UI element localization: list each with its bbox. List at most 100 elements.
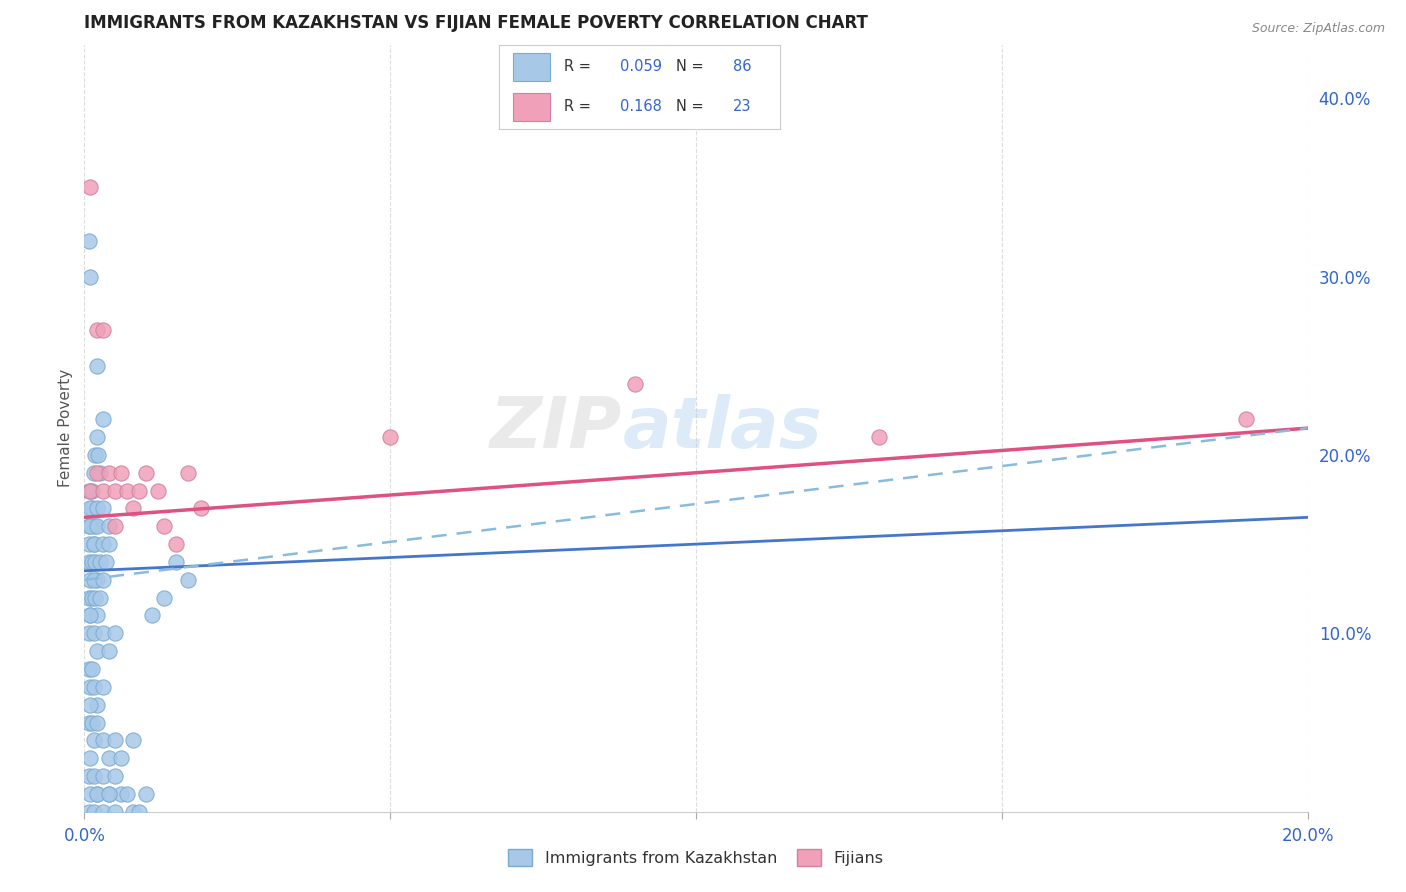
Point bbox=[869, 430, 891, 444]
Point bbox=[79, 519, 101, 533]
Text: IMMIGRANTS FROM KAZAKHSTAN VS FIJIAN FEMALE POVERTY CORRELATION CHART: IMMIGRANTS FROM KAZAKHSTAN VS FIJIAN FEM… bbox=[84, 14, 869, 32]
Point bbox=[128, 805, 150, 819]
Point bbox=[104, 626, 127, 640]
Point bbox=[91, 626, 114, 640]
Point bbox=[190, 501, 212, 516]
Bar bbox=[513, 93, 550, 120]
Point bbox=[80, 501, 103, 516]
Y-axis label: Female Poverty: Female Poverty bbox=[58, 369, 73, 487]
Point bbox=[97, 537, 120, 551]
Point bbox=[135, 787, 157, 801]
Point bbox=[77, 626, 100, 640]
Point bbox=[89, 555, 111, 569]
Point bbox=[87, 448, 110, 462]
Point bbox=[165, 555, 187, 569]
Point bbox=[115, 483, 138, 498]
Point bbox=[91, 573, 114, 587]
Point bbox=[84, 448, 107, 462]
Point bbox=[77, 519, 100, 533]
Point bbox=[89, 591, 111, 605]
Point bbox=[79, 680, 101, 694]
Point bbox=[80, 715, 103, 730]
Point bbox=[97, 787, 120, 801]
Point bbox=[86, 501, 108, 516]
Point bbox=[97, 787, 120, 801]
Point bbox=[91, 805, 114, 819]
Legend: Immigrants from Kazakhstan, Fijians: Immigrants from Kazakhstan, Fijians bbox=[502, 843, 890, 872]
Point bbox=[122, 805, 145, 819]
Point bbox=[77, 555, 100, 569]
Text: ZIP: ZIP bbox=[491, 393, 623, 463]
Point bbox=[80, 591, 103, 605]
Point bbox=[86, 787, 108, 801]
Point bbox=[91, 680, 114, 694]
Point bbox=[77, 662, 100, 676]
Point bbox=[79, 269, 101, 284]
Text: 0.168: 0.168 bbox=[620, 99, 662, 114]
Text: 86: 86 bbox=[733, 59, 751, 74]
Point bbox=[91, 769, 114, 783]
Point bbox=[86, 698, 108, 712]
Point bbox=[83, 537, 105, 551]
Text: 0.059: 0.059 bbox=[620, 59, 662, 74]
Point bbox=[97, 519, 120, 533]
Point bbox=[86, 323, 108, 337]
Point bbox=[110, 466, 132, 480]
Point bbox=[380, 430, 402, 444]
Point bbox=[80, 483, 103, 498]
Point bbox=[86, 519, 108, 533]
Point bbox=[110, 751, 132, 765]
Point bbox=[80, 662, 103, 676]
Point bbox=[79, 751, 101, 765]
Point bbox=[128, 483, 150, 498]
Point bbox=[104, 519, 127, 533]
Point bbox=[83, 466, 105, 480]
Point bbox=[83, 626, 105, 640]
Point bbox=[86, 715, 108, 730]
Point bbox=[86, 644, 108, 658]
Point bbox=[77, 591, 100, 605]
Point bbox=[83, 537, 105, 551]
Text: N =: N = bbox=[676, 99, 709, 114]
Text: R =: R = bbox=[564, 59, 595, 74]
Point bbox=[86, 573, 108, 587]
Point bbox=[83, 680, 105, 694]
Point bbox=[84, 555, 107, 569]
Point bbox=[79, 483, 101, 498]
Point bbox=[83, 769, 105, 783]
Point bbox=[177, 573, 200, 587]
Point bbox=[77, 769, 100, 783]
Point bbox=[91, 733, 114, 747]
Point bbox=[86, 359, 108, 373]
Point bbox=[77, 483, 100, 498]
Point bbox=[79, 573, 101, 587]
Point bbox=[86, 430, 108, 444]
Point bbox=[91, 323, 114, 337]
Point bbox=[1236, 412, 1258, 426]
Text: R =: R = bbox=[564, 99, 595, 114]
Text: atlas: atlas bbox=[623, 393, 823, 463]
Point bbox=[77, 537, 100, 551]
Point bbox=[77, 715, 100, 730]
Point bbox=[146, 483, 169, 498]
Point bbox=[153, 591, 176, 605]
Point bbox=[153, 519, 176, 533]
Point bbox=[79, 698, 101, 712]
Bar bbox=[513, 54, 550, 81]
Text: N =: N = bbox=[676, 59, 709, 74]
Point bbox=[79, 787, 101, 801]
Text: 23: 23 bbox=[733, 99, 751, 114]
Point bbox=[122, 501, 145, 516]
Point bbox=[91, 537, 114, 551]
Point bbox=[97, 466, 120, 480]
Point bbox=[79, 501, 101, 516]
Point bbox=[86, 466, 108, 480]
Point bbox=[83, 805, 105, 819]
Point bbox=[104, 805, 127, 819]
Point bbox=[91, 483, 114, 498]
Point bbox=[91, 412, 114, 426]
Point bbox=[86, 787, 108, 801]
Text: Source: ZipAtlas.com: Source: ZipAtlas.com bbox=[1251, 22, 1385, 36]
Point bbox=[94, 555, 117, 569]
Point bbox=[104, 733, 127, 747]
